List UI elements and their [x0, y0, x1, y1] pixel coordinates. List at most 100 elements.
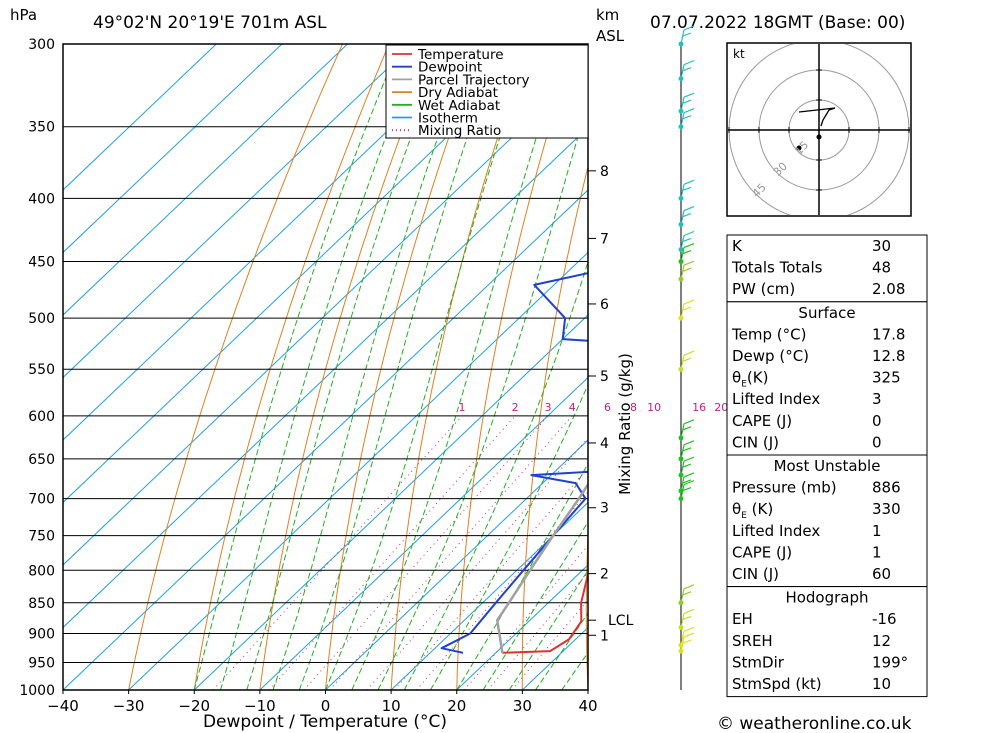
index-value: 0 — [872, 433, 882, 451]
mixing-ratio-label: 4 — [569, 401, 576, 414]
wind-barb — [680, 584, 695, 603]
isotherm-line — [259, 376, 588, 690]
wind-barb — [680, 480, 695, 499]
isotherm-line — [128, 251, 588, 690]
index-value: 1 — [872, 522, 882, 540]
dry-adiabat-line — [932, 44, 982, 690]
mixing-ratio-label: 16 — [692, 401, 706, 414]
index-label: Lifted Index — [732, 522, 820, 540]
x-axis-label: Dewpoint / Temperature (°C) — [203, 712, 447, 732]
x-tick-label: −30 — [113, 697, 145, 715]
isotherm-line — [63, 44, 283, 254]
index-label: CIN (J) — [732, 565, 779, 583]
axes: 1234681016202530035040045050055060065070… — [19, 37, 750, 715]
x-tick-label: −40 — [47, 697, 79, 715]
pressure-tick-label: 800 — [28, 563, 55, 579]
mixing-ratio-label: 2 — [512, 401, 519, 414]
dewpoint-line — [440, 272, 588, 654]
pressure-tick-label: 1000 — [19, 683, 55, 699]
index-value: -16 — [872, 610, 897, 628]
isotherm-line — [63, 126, 588, 629]
index-label: θE(K) — [732, 369, 768, 390]
asl-unit-label: ASL — [596, 27, 625, 45]
dry-adiabat-line — [193, 44, 390, 690]
index-value: 199° — [872, 653, 908, 671]
height-tick-label: 1 — [600, 628, 609, 644]
mixing-ratio-line — [268, 415, 516, 690]
wind-barb — [680, 60, 695, 79]
pressure-tick-label: 950 — [28, 655, 55, 671]
height-tick-label: 4 — [600, 436, 609, 452]
legend-entry: Parcel Trajectory — [418, 72, 530, 88]
wind-barb — [680, 108, 695, 127]
pressure-tick-label: 650 — [28, 452, 55, 468]
mixing-ratio-label: 3 — [545, 401, 552, 414]
pressure-tick-label: 750 — [28, 529, 55, 545]
index-value: 48 — [872, 259, 891, 277]
index-label: Temp (°C) — [731, 325, 806, 343]
legend-entry: Wet Adiabat — [418, 98, 500, 114]
mixing-ratio-label: 8 — [630, 401, 637, 414]
x-tick-label: −20 — [178, 697, 210, 715]
hodograph-storm-point — [816, 134, 822, 140]
index-label: StmSpd (kt) — [732, 675, 822, 693]
mixing-ratio-label: 20 — [714, 401, 728, 414]
wet-adiabat-line — [298, 44, 501, 690]
index-value: 1 — [872, 543, 882, 561]
dry-adiabat-line — [585, 522, 588, 690]
wind-barb — [680, 419, 695, 438]
hodograph-trace — [798, 107, 836, 127]
x-tick-label: 10 — [382, 697, 401, 715]
height-tick-label: 5 — [600, 369, 609, 385]
index-label: K — [732, 237, 743, 255]
index-label: Pressure (mb) — [732, 479, 837, 497]
index-label: Lifted Index — [732, 390, 820, 408]
mixing-ratio-line — [212, 415, 463, 690]
hodograph-unit: kt — [733, 47, 745, 61]
parcel-trajectory-line — [495, 482, 588, 653]
indices-section-title: Hodograph — [785, 589, 868, 607]
pressure-tick-label: 900 — [28, 626, 55, 642]
wind-barb — [680, 179, 695, 199]
legend-entry: Dewpoint — [418, 60, 482, 76]
x-tick-label: 40 — [578, 697, 597, 715]
index-label: EH — [732, 610, 753, 628]
wind-barb — [680, 456, 695, 476]
mixing-ratio-line — [394, 467, 588, 690]
wind-barb — [680, 350, 695, 370]
height-tick-label: 8 — [600, 164, 609, 180]
index-value: 12 — [872, 632, 891, 650]
wet-adiabat-line — [193, 44, 401, 690]
index-label: θE (K) — [732, 500, 773, 521]
x-tick-label: 30 — [513, 697, 532, 715]
index-label: PW (cm) — [732, 280, 795, 298]
wind-barb — [680, 205, 695, 225]
mixing-ratio-line — [463, 544, 588, 690]
dry-adiabat-line — [128, 44, 343, 690]
wind-barb — [680, 608, 695, 628]
wet-adiabat-line — [220, 44, 423, 690]
index-value: 30 — [872, 237, 891, 255]
wet-adiabat-line — [272, 44, 473, 690]
wind-barb — [680, 472, 695, 492]
x-tick-label: −10 — [244, 697, 276, 715]
wet-adiabat-line — [246, 44, 447, 690]
dry-adiabat-line — [984, 44, 1000, 690]
pressure-tick-label: 300 — [28, 37, 55, 53]
datetime-title: 07.07.2022 18GMT (Base: 00) — [650, 13, 905, 33]
wind-barb — [680, 92, 695, 112]
dry-adiabat-line — [521, 164, 588, 690]
pressure-tick-label: 600 — [28, 409, 55, 425]
mixing-ratio-line — [416, 491, 588, 690]
profile-lines — [440, 272, 588, 654]
wind-barb-column — [678, 25, 695, 690]
isotherm-line — [63, 44, 217, 191]
isotherm-line — [63, 44, 480, 441]
plot-frame — [62, 43, 589, 691]
mixing-ratio-line — [366, 437, 588, 690]
mixing-ratio-axis-label: Mixing Ratio (g/kg) — [616, 353, 634, 495]
hodograph-end-point — [796, 145, 802, 151]
